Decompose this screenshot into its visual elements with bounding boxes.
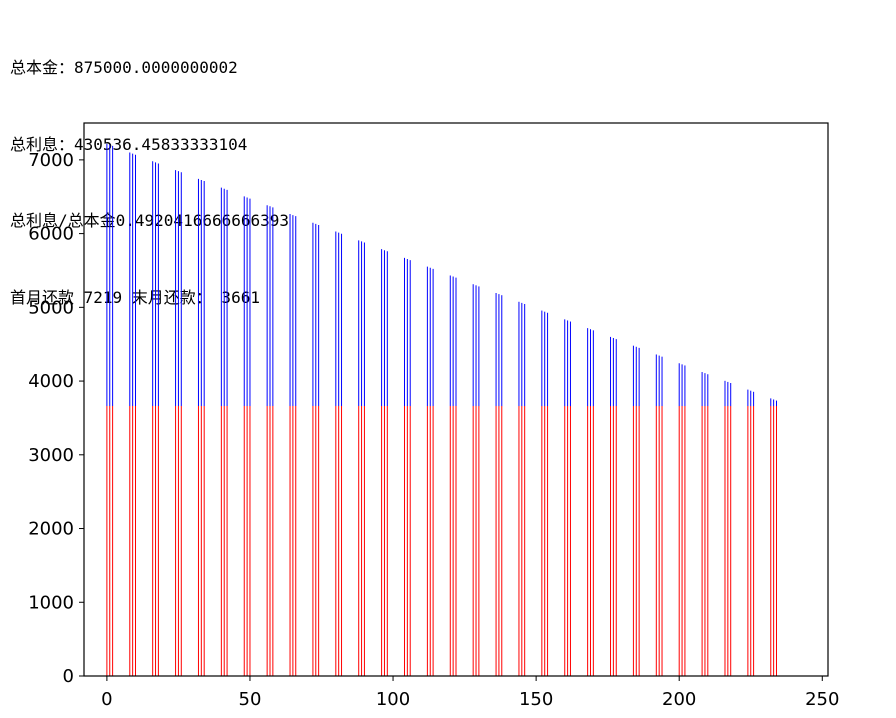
x-tick-label: 100 <box>376 689 410 710</box>
ticks-group: 0 50 100 150 200 250 0 1000 2000 3000 4000 5000 6000… <box>28 150 839 710</box>
payment-range-line: 首月还款 7219 末月还款： 3661 <box>10 287 260 307</box>
y-tick-label: 6000 <box>28 224 74 245</box>
x-tick-label: 200 <box>662 689 696 710</box>
total-principal-line: 总本金：875000.0000000002 <box>10 58 238 77</box>
y-tick-label: 1000 <box>28 592 74 613</box>
x-tick-label: 50 <box>239 689 262 710</box>
y-tick-label: 3000 <box>28 445 74 466</box>
y-tick-label: 7000 <box>28 150 74 171</box>
axes-frame <box>83 122 829 677</box>
console-output: 总本金：875000.0000000002 总利息：430536.4583333… <box>10 4 289 336</box>
y-tick-label: 5000 <box>28 297 74 318</box>
y-tick-label: 2000 <box>28 519 74 540</box>
x-tick-label: 250 <box>805 689 839 710</box>
total-interest-line: 总利息：430536.45833333104 <box>10 134 248 154</box>
y-tick-label: 0 <box>63 666 74 687</box>
y-tick-label: 4000 <box>28 371 74 392</box>
x-tick-label: 0 <box>101 689 112 710</box>
x-tick-label: 150 <box>519 689 553 710</box>
bars-group <box>106 143 777 676</box>
interest-ratio-line: 总利息/总本金0.4920416666666393 <box>10 211 290 230</box>
